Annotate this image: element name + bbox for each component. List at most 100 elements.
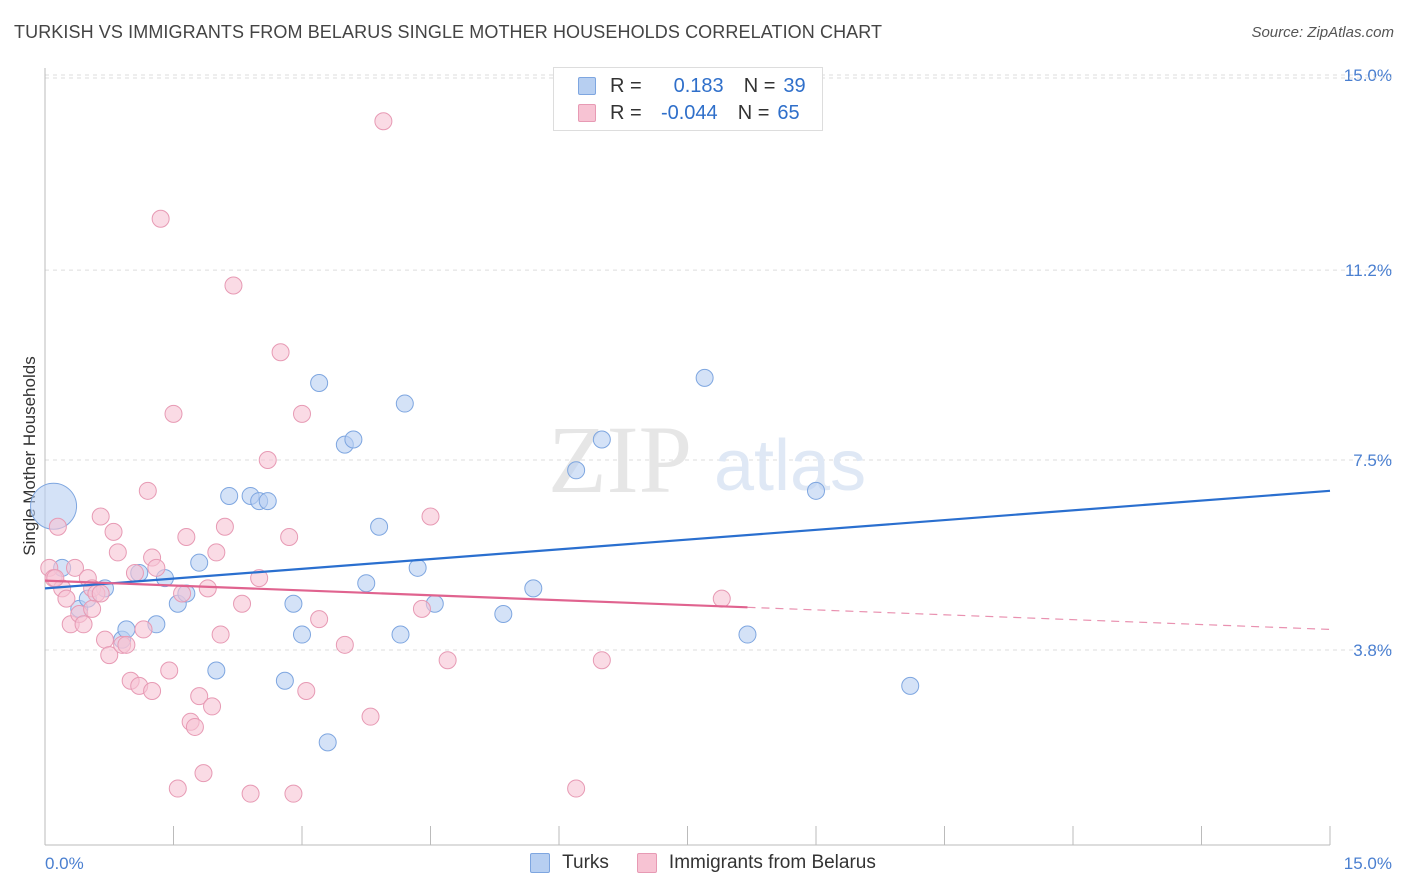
- turks-point: [190, 553, 209, 572]
- belarus-point: [361, 707, 380, 726]
- legend-item-turks[interactable]: Turks: [530, 852, 609, 874]
- belarus-point: [134, 620, 153, 639]
- belarus-point: [190, 687, 209, 706]
- belarus-point: [185, 717, 204, 736]
- belarus-point: [198, 579, 217, 598]
- belarus-trend-line-extension: [747, 606, 1331, 631]
- x-tick-label: 0.0%: [45, 854, 84, 873]
- belarus-r-value: -0.044: [660, 101, 718, 124]
- chart-legend: Turks Immigrants from Belarus: [0, 852, 1406, 874]
- turks-point: [494, 605, 513, 624]
- belarus-point: [95, 630, 114, 649]
- belarus-point: [138, 481, 157, 500]
- belarus-r-label: R =: [610, 101, 642, 124]
- belarus-trend-line: [44, 579, 748, 609]
- turks-point: [567, 461, 586, 480]
- belarus-point: [151, 209, 170, 228]
- turks-point: [391, 625, 410, 644]
- chart-title: TURKISH VS IMMIGRANTS FROM BELARUS SINGL…: [14, 22, 883, 42]
- belarus-point: [203, 697, 222, 716]
- turks-point: [220, 486, 239, 505]
- belarus-point: [57, 589, 76, 608]
- belarus-point: [173, 584, 192, 603]
- turks-point: [807, 481, 825, 500]
- belarus-point: [125, 563, 144, 582]
- belarus-point: [241, 784, 260, 803]
- belarus-point: [194, 764, 213, 783]
- belarus-point: [271, 343, 290, 362]
- belarus-point: [258, 451, 277, 470]
- legend-belarus-label: Immigrants from Belarus: [668, 852, 876, 873]
- belarus-point: [143, 682, 162, 701]
- belarus-point: [297, 682, 316, 701]
- belarus-n-label: N =: [737, 101, 770, 124]
- belarus-point: [211, 625, 230, 644]
- belarus-point: [233, 594, 252, 613]
- turks-point: [370, 517, 389, 536]
- y-tick-label: 3.8%: [1353, 641, 1392, 660]
- turks-point: [592, 430, 611, 449]
- correlation-stats-box: R = 0.183 N = 39 R = -0.044 N = 65: [553, 67, 823, 131]
- source-label: Source: ZipAtlas.com: [1251, 24, 1394, 41]
- turks-point: [738, 625, 757, 644]
- y-tick-label: 7.5%: [1353, 451, 1392, 470]
- belarus-point: [108, 543, 127, 562]
- turks-point: [695, 368, 714, 387]
- belarus-point: [293, 404, 311, 423]
- belarus-point: [712, 589, 731, 608]
- belarus-point: [421, 507, 440, 526]
- stats-row-belarus: R = -0.044 N = 65: [578, 100, 800, 126]
- turks-trend-line: [44, 489, 1331, 590]
- belarus-point: [117, 635, 136, 654]
- belarus-point: [310, 610, 329, 629]
- belarus-point: [177, 528, 196, 547]
- belarus-point: [215, 517, 234, 536]
- turks-point: [275, 671, 294, 690]
- turks-point: [395, 394, 414, 413]
- turks-point: [207, 661, 226, 680]
- stats-row-turks: R = 0.183 N = 39: [578, 73, 806, 99]
- belarus-point: [280, 528, 299, 547]
- belarus-point: [592, 651, 611, 670]
- belarus-point: [438, 651, 457, 670]
- turks-point: [310, 374, 329, 393]
- turks-point: [258, 492, 277, 511]
- belarus-point: [83, 599, 102, 618]
- belarus-point: [224, 276, 243, 295]
- belarus-swatch: [578, 104, 596, 122]
- legend-turks-swatch: [530, 853, 551, 873]
- belarus-point: [65, 558, 84, 577]
- turks-point: [408, 558, 427, 577]
- belarus-point: [91, 584, 110, 603]
- legend-turks-label: Turks: [562, 852, 609, 873]
- turks-point: [344, 430, 363, 449]
- legend-belarus-swatch: [636, 853, 657, 873]
- watermark-atlas: atlas: [714, 426, 866, 506]
- belarus-point: [164, 404, 183, 423]
- belarus-point: [147, 558, 166, 577]
- belarus-point: [160, 661, 179, 680]
- watermark-zip: ZIP: [548, 406, 692, 513]
- turks-r-label: R =: [610, 74, 642, 97]
- turks-point: [293, 625, 311, 644]
- belarus-point: [335, 635, 354, 654]
- x-tick-label: 15.0%: [1344, 854, 1392, 873]
- turks-point: [117, 620, 136, 639]
- turks-n-label: N =: [743, 74, 776, 97]
- turks-n-value: 39: [783, 74, 806, 97]
- belarus-point: [104, 522, 123, 541]
- legend-item-belarus[interactable]: Immigrants from Belarus: [636, 852, 876, 874]
- turks-point: [901, 676, 920, 695]
- turks-r-value: 0.183: [673, 74, 724, 97]
- turks-point: [284, 594, 303, 613]
- turks-point: [318, 733, 337, 752]
- turks-point: [524, 579, 543, 598]
- turks-point: [357, 574, 376, 593]
- belarus-point: [46, 569, 65, 588]
- belarus-point: [374, 112, 393, 131]
- belarus-point: [412, 599, 431, 618]
- belarus-point: [91, 507, 110, 526]
- y-tick-label: 11.2%: [1345, 261, 1392, 280]
- belarus-point: [100, 646, 119, 665]
